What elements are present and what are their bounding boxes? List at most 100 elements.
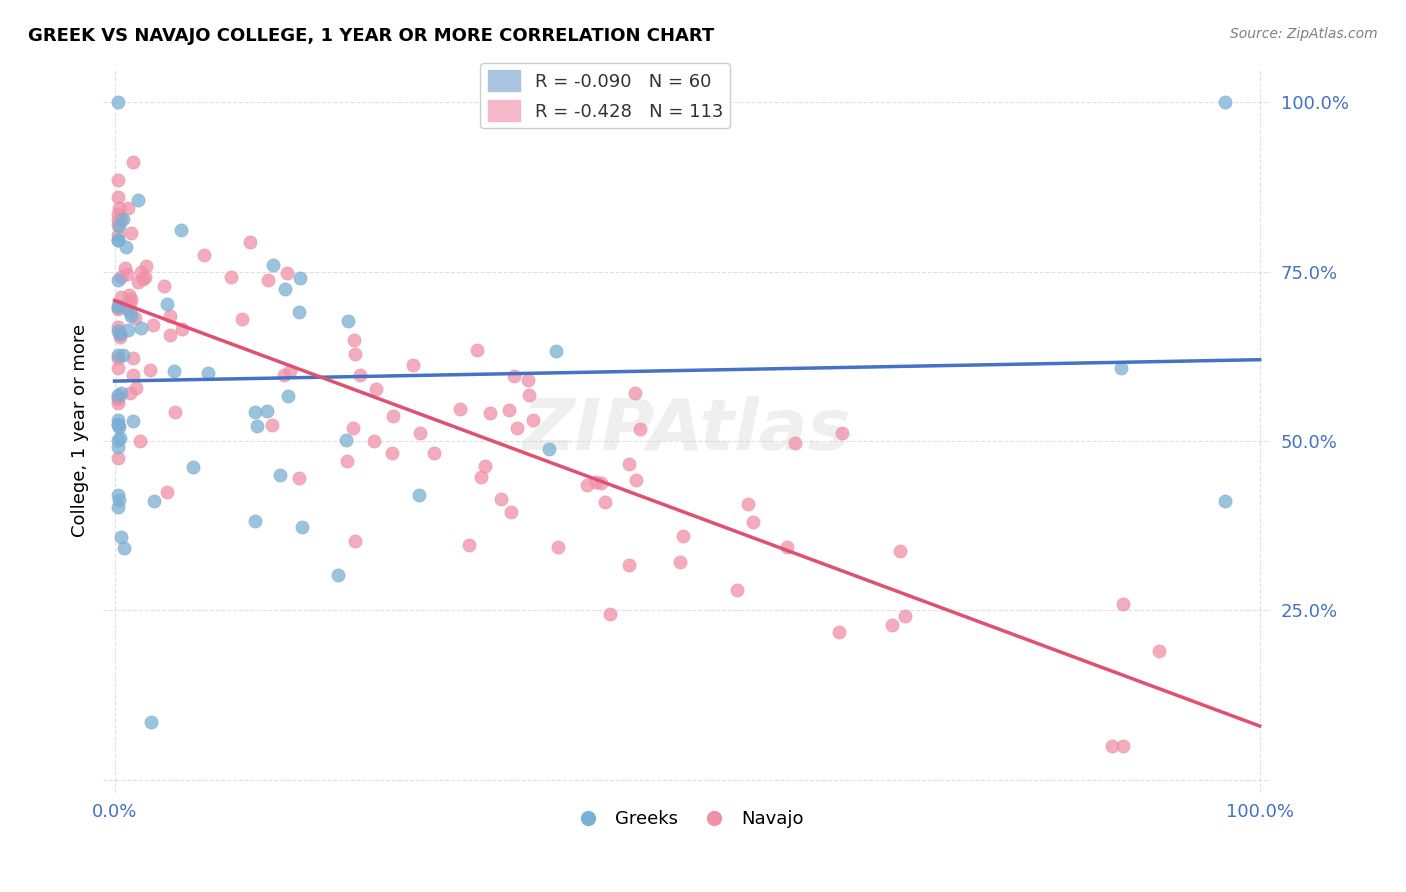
Point <box>110 290 132 304</box>
Point <box>364 382 387 396</box>
Point <box>193 248 215 262</box>
Point <box>291 520 314 534</box>
Point <box>114 301 136 315</box>
Point <box>107 218 129 232</box>
Point <box>107 324 129 338</box>
Point <box>575 478 598 492</box>
Point <box>489 491 512 506</box>
Point <box>239 235 262 250</box>
Point <box>107 360 129 375</box>
Point <box>110 270 132 285</box>
Point <box>108 327 131 342</box>
Point <box>143 494 166 508</box>
Point <box>139 714 162 729</box>
Point <box>1112 739 1135 753</box>
Point <box>107 233 129 247</box>
Point <box>108 201 131 215</box>
Point <box>107 450 129 465</box>
Point <box>672 529 695 543</box>
Point <box>737 497 759 511</box>
Point <box>107 233 129 247</box>
Point <box>108 326 131 341</box>
Point <box>880 617 903 632</box>
Point <box>517 388 540 402</box>
Point <box>231 311 253 326</box>
Point <box>156 296 179 310</box>
Point <box>110 211 132 226</box>
Point <box>537 442 560 457</box>
Point <box>617 558 640 573</box>
Point <box>114 299 136 313</box>
Point <box>276 266 298 280</box>
Point <box>547 540 569 554</box>
Point <box>831 425 853 440</box>
Point <box>107 347 129 361</box>
Point <box>1147 644 1170 658</box>
Point <box>336 314 359 328</box>
Point <box>1101 739 1123 753</box>
Point <box>122 155 145 169</box>
Point <box>725 583 748 598</box>
Point <box>363 434 385 449</box>
Point <box>118 305 141 319</box>
Point <box>107 299 129 313</box>
Point <box>107 390 129 404</box>
Point <box>107 213 129 227</box>
Point <box>1213 493 1236 508</box>
Point <box>122 413 145 427</box>
Point <box>107 300 129 314</box>
Point <box>107 500 129 515</box>
Point <box>349 368 371 383</box>
Point <box>277 389 299 403</box>
Point <box>142 318 165 333</box>
Point <box>257 273 280 287</box>
Point <box>197 366 219 380</box>
Point <box>626 473 648 487</box>
Legend: Greeks, Navajo: Greeks, Navajo <box>562 803 811 835</box>
Point <box>156 485 179 500</box>
Point <box>623 385 645 400</box>
Point <box>118 386 141 401</box>
Point <box>343 346 366 360</box>
Point <box>112 212 135 227</box>
Point <box>503 369 526 384</box>
Point <box>118 287 141 301</box>
Point <box>785 435 807 450</box>
Point <box>124 311 146 326</box>
Point <box>593 495 616 509</box>
Point <box>342 420 364 434</box>
Point <box>129 265 152 279</box>
Point <box>163 405 186 419</box>
Point <box>132 272 155 286</box>
Point <box>170 322 193 336</box>
Point <box>117 201 139 215</box>
Point <box>669 555 692 569</box>
Point <box>107 492 129 507</box>
Point <box>465 343 488 358</box>
Point <box>243 405 266 419</box>
Point <box>274 282 297 296</box>
Point <box>1109 360 1132 375</box>
Point <box>107 488 129 502</box>
Point <box>169 223 191 237</box>
Point <box>127 194 149 208</box>
Point <box>479 407 502 421</box>
Point <box>107 418 129 433</box>
Point <box>381 446 404 460</box>
Point <box>260 418 283 433</box>
Point <box>381 409 404 423</box>
Point <box>409 425 432 440</box>
Point <box>775 540 797 554</box>
Point <box>457 539 479 553</box>
Y-axis label: College, 1 year or more: College, 1 year or more <box>72 325 89 538</box>
Point <box>273 368 295 382</box>
Point <box>107 228 129 243</box>
Point <box>589 475 612 490</box>
Point <box>516 373 538 387</box>
Point <box>290 270 312 285</box>
Point <box>107 95 129 110</box>
Point <box>107 417 129 431</box>
Point <box>402 359 425 373</box>
Point <box>152 279 174 293</box>
Point <box>585 475 607 489</box>
